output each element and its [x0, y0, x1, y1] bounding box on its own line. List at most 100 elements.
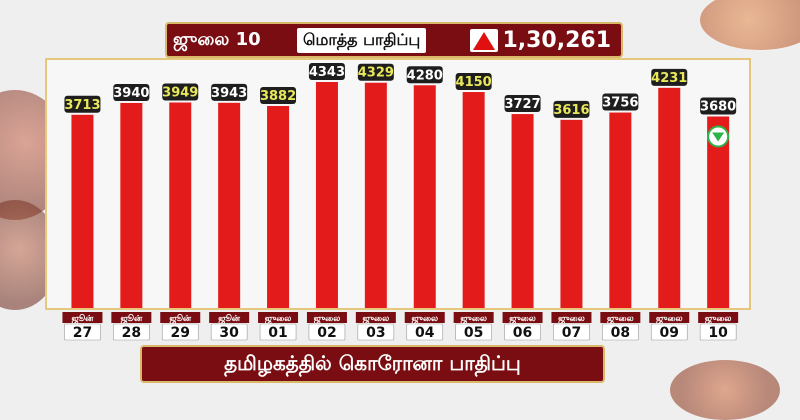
month-label: ஜூன்	[169, 313, 192, 324]
bar	[267, 105, 290, 308]
day-label: 03	[366, 325, 385, 341]
month-label: ஜூன்	[218, 313, 241, 324]
value-label: 3940	[113, 86, 149, 101]
day-label-bg	[602, 323, 639, 341]
day-label-bg	[210, 323, 248, 341]
day-label-bg	[64, 323, 101, 341]
day-label-bg	[259, 323, 297, 341]
value-label-bg	[406, 66, 443, 84]
month-label-bg	[62, 312, 103, 323]
month-label: ஜூன்	[120, 313, 143, 324]
month-label: ஜுலை	[411, 314, 439, 324]
value-label: 4231	[651, 71, 687, 86]
bar	[413, 85, 436, 308]
month-label: ஜுலை	[558, 314, 586, 324]
bar-chart: 3713ஜூன்273940ஜூன்283949ஜூன்293943ஜூன்30…	[62, 63, 739, 341]
bar	[462, 92, 485, 308]
value-label-bg	[260, 86, 297, 104]
day-label: 10	[708, 325, 728, 341]
month-label-bg	[502, 312, 543, 323]
day-label: 29	[171, 325, 190, 341]
day-label: 02	[317, 325, 336, 341]
month-label: ஜுலை	[509, 314, 537, 324]
month-label: ஜுலை	[363, 314, 391, 324]
month-label-bg	[160, 312, 201, 323]
month-label-bg	[649, 312, 690, 323]
value-label-bg	[211, 83, 248, 101]
bar	[120, 102, 143, 308]
month-label-bg	[453, 312, 494, 323]
day-label: 30	[219, 325, 239, 341]
day-label-bg	[308, 323, 346, 341]
value-label: 3756	[602, 96, 638, 111]
day-label: 27	[73, 325, 92, 341]
bar	[364, 82, 387, 308]
footer-title: தமிழகத்தில் கொரோனா பாதிப்பு	[224, 350, 521, 375]
value-label: 4150	[456, 75, 492, 90]
day-label: 01	[268, 325, 287, 341]
month-label: ஜுலை	[314, 314, 342, 324]
value-label: 3882	[260, 89, 296, 104]
bar	[71, 114, 94, 309]
month-label-bg	[404, 312, 445, 323]
day-label-bg	[406, 323, 444, 341]
day-label-bg	[357, 323, 395, 341]
bar	[218, 102, 241, 309]
value-label-bg	[504, 95, 541, 113]
value-label: 4280	[407, 68, 443, 83]
day-label: 04	[415, 325, 435, 341]
header-total-value: 1,30,261	[502, 27, 611, 53]
day-label: 09	[660, 325, 679, 341]
month-label-bg	[258, 312, 299, 323]
day-label-bg	[455, 323, 492, 341]
day-label-bg	[699, 323, 737, 341]
month-label-bg	[111, 312, 152, 323]
bar	[560, 119, 583, 308]
day-label-bg	[161, 323, 199, 341]
month-label-bg	[306, 312, 347, 323]
month-label-bg	[600, 312, 641, 323]
header-total: 1,30,261	[470, 28, 615, 53]
header-date: ஜுலை 10	[173, 28, 261, 50]
day-label: 05	[464, 325, 483, 341]
value-label-bg	[553, 100, 590, 118]
value-label-bg	[455, 73, 492, 91]
value-label-bg	[357, 63, 394, 81]
month-label-bg	[551, 312, 592, 323]
value-label: 3713	[64, 98, 100, 113]
value-label: 3616	[553, 103, 589, 118]
value-label-bg	[602, 93, 639, 111]
value-label: 4329	[358, 66, 394, 81]
day-label: 07	[562, 325, 581, 341]
month-label-bg	[698, 312, 739, 323]
day-label: 08	[611, 325, 630, 341]
value-label-bg	[162, 83, 199, 101]
month-label-bg	[209, 312, 250, 323]
value-label: 3727	[504, 97, 540, 112]
day-label: 28	[122, 325, 141, 341]
virus-decoration	[670, 360, 780, 420]
bar	[707, 116, 730, 308]
header-banner: ஜுலை 10 மொத்த பாதிப்பு 1,30,261	[165, 22, 623, 58]
value-label: 3943	[211, 86, 247, 101]
month-label: ஜுலை	[705, 314, 733, 324]
value-label-bg	[113, 83, 150, 101]
day-label-bg	[113, 323, 150, 341]
value-label: 4343	[309, 65, 345, 80]
month-label: ஜூன்	[72, 313, 95, 324]
day-label-bg	[504, 323, 541, 341]
value-label: 3680	[700, 100, 736, 115]
bar	[315, 82, 338, 308]
month-label-bg	[355, 312, 396, 323]
up-triangle-icon	[470, 28, 499, 52]
bar	[511, 114, 534, 308]
down-triangle-icon	[712, 132, 725, 142]
bar	[658, 87, 681, 308]
footer-banner: தமிழகத்தில் கொரோனா பாதிப்பு	[140, 345, 605, 383]
day-label-bg	[650, 323, 688, 341]
bar	[169, 102, 192, 309]
value-label: 3949	[162, 86, 198, 101]
month-label: ஜுலை	[656, 314, 684, 324]
month-label: ஜுலை	[460, 314, 488, 324]
value-label-bg	[308, 63, 345, 80]
